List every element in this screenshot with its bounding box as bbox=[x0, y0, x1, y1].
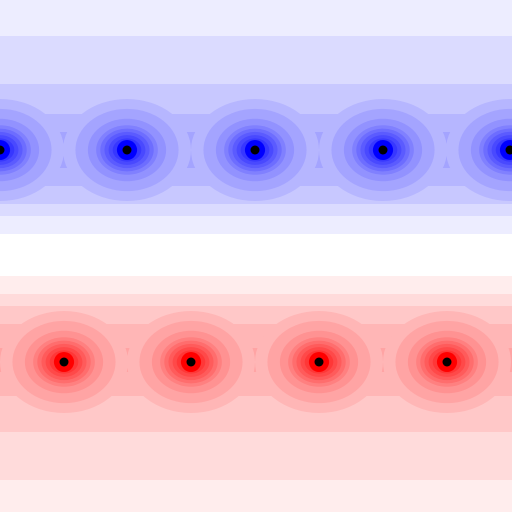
contour-band bbox=[0, 84, 512, 91]
contour-band bbox=[0, 468, 512, 475]
contour-band bbox=[0, 12, 512, 19]
contour-band bbox=[0, 18, 512, 25]
contour-band bbox=[0, 24, 512, 31]
contour-band bbox=[0, 312, 512, 319]
contour-band bbox=[0, 222, 512, 229]
contour-band bbox=[0, 300, 512, 307]
contour-band bbox=[0, 294, 512, 301]
contour-band bbox=[0, 504, 512, 511]
contour-band bbox=[0, 240, 512, 247]
negative-charge-point bbox=[505, 145, 512, 155]
contour-band bbox=[0, 72, 512, 79]
contour-band bbox=[0, 486, 512, 493]
positive-charge-point bbox=[314, 357, 324, 367]
contour-band bbox=[0, 414, 512, 421]
halo-core bbox=[0, 140, 10, 160]
contour-band bbox=[0, 36, 512, 43]
contour-band bbox=[0, 420, 512, 427]
contour-band bbox=[0, 282, 512, 289]
contour-band bbox=[0, 396, 512, 403]
contour-band bbox=[0, 336, 512, 343]
contour-band bbox=[0, 210, 512, 217]
contour-band bbox=[0, 474, 512, 481]
negative-charge-point bbox=[378, 145, 388, 155]
contour-band bbox=[0, 234, 512, 241]
contour-band bbox=[0, 216, 512, 223]
contour-band bbox=[0, 450, 512, 457]
contour-band bbox=[0, 54, 512, 61]
contour-band bbox=[0, 426, 512, 433]
contour-band bbox=[0, 6, 512, 13]
contour-band bbox=[0, 204, 512, 211]
contour-band bbox=[0, 228, 512, 235]
contour-band bbox=[0, 198, 512, 205]
negative-charge-point bbox=[250, 145, 260, 155]
contour-band bbox=[0, 270, 512, 277]
contour-band bbox=[0, 480, 512, 487]
contour-band bbox=[0, 252, 512, 259]
negative-charge-point bbox=[0, 145, 5, 155]
contour-band bbox=[0, 348, 512, 355]
contour-band bbox=[0, 258, 512, 265]
negative-charge-point bbox=[122, 145, 132, 155]
contour-band bbox=[0, 324, 512, 331]
positive-charge-point bbox=[186, 357, 196, 367]
negative-charge-halo bbox=[446, 99, 512, 201]
contour-band bbox=[0, 408, 512, 415]
contour-band bbox=[0, 318, 512, 325]
contour-band bbox=[0, 60, 512, 67]
negative-charge-halo bbox=[0, 99, 64, 201]
contour-band bbox=[0, 276, 512, 283]
contour-band bbox=[0, 384, 512, 391]
contour-band bbox=[0, 492, 512, 499]
contour-band bbox=[0, 30, 512, 37]
contour-band bbox=[0, 66, 512, 73]
contour-band bbox=[0, 372, 512, 379]
contour-band bbox=[0, 402, 512, 409]
contour-band bbox=[0, 48, 512, 55]
contour-band bbox=[0, 438, 512, 445]
contour-band bbox=[0, 78, 512, 85]
contour-band bbox=[0, 498, 512, 505]
positive-charge-point bbox=[442, 357, 452, 367]
contour-band bbox=[0, 330, 512, 337]
contour-band bbox=[0, 42, 512, 49]
contour-band bbox=[0, 510, 512, 512]
contour-band bbox=[0, 0, 512, 7]
contour-band bbox=[0, 444, 512, 451]
contour-band bbox=[0, 462, 512, 469]
contour-band bbox=[0, 288, 512, 295]
contour-band bbox=[0, 378, 512, 385]
contour-band bbox=[0, 246, 512, 253]
contour-band bbox=[0, 264, 512, 271]
contour-band bbox=[0, 306, 512, 313]
contour-band bbox=[0, 342, 512, 349]
contour-band bbox=[0, 432, 512, 439]
contour-band bbox=[0, 90, 512, 97]
contour-band bbox=[0, 456, 512, 463]
contour-band bbox=[0, 390, 512, 397]
positive-charge-point bbox=[59, 357, 69, 367]
